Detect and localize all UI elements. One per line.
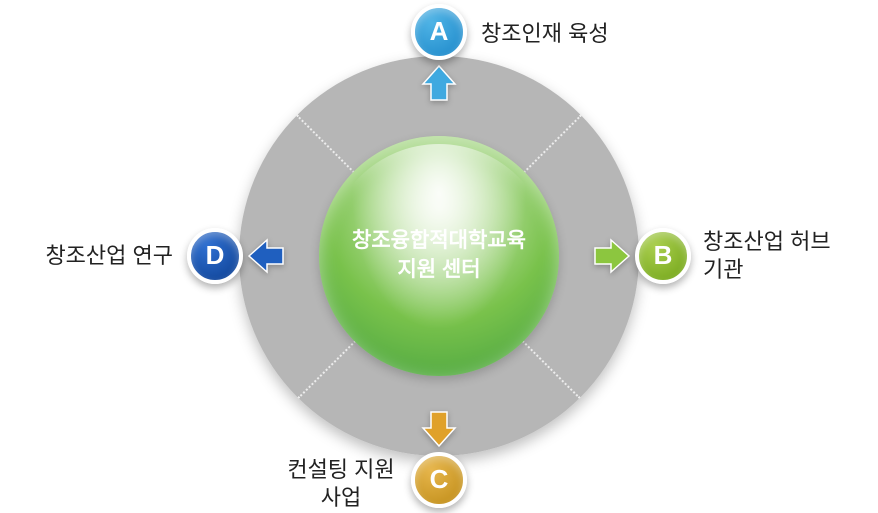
node-letter: D xyxy=(206,240,225,271)
label-d: 창조산업 연구 xyxy=(33,242,173,271)
center-circle: 창조융합적대학교육 지원 센터 xyxy=(319,136,559,376)
radial-diagram: 창조융합적대학교육 지원 센터 A B C D 창조인재 육성 창조산업 허브 … xyxy=(189,6,689,506)
arrow-right-icon xyxy=(591,236,631,276)
node-letter: C xyxy=(430,464,449,495)
node-a: A xyxy=(411,4,467,60)
label-b-line2: 기관 xyxy=(703,256,831,285)
label-b-line1: 창조산업 허브 xyxy=(703,228,831,257)
node-d: D xyxy=(187,228,243,284)
label-c-line1: 컨설팅 지원 xyxy=(281,456,401,485)
node-letter: A xyxy=(430,16,449,47)
center-title-line1: 창조융합적대학교육 xyxy=(352,227,526,255)
label-c: 컨설팅 지원 사업 xyxy=(281,456,401,513)
label-b: 창조산업 허브 기관 xyxy=(703,228,831,285)
label-a: 창조인재 육성 xyxy=(481,20,609,49)
label-c-line2: 사업 xyxy=(281,484,401,513)
arrow-left-icon xyxy=(247,236,287,276)
node-c: C xyxy=(411,452,467,508)
center-title-line2: 지원 센터 xyxy=(397,256,480,284)
node-b: B xyxy=(635,228,691,284)
arrow-down-icon xyxy=(419,408,459,448)
node-letter: B xyxy=(654,240,673,271)
arrow-up-icon xyxy=(419,64,459,104)
